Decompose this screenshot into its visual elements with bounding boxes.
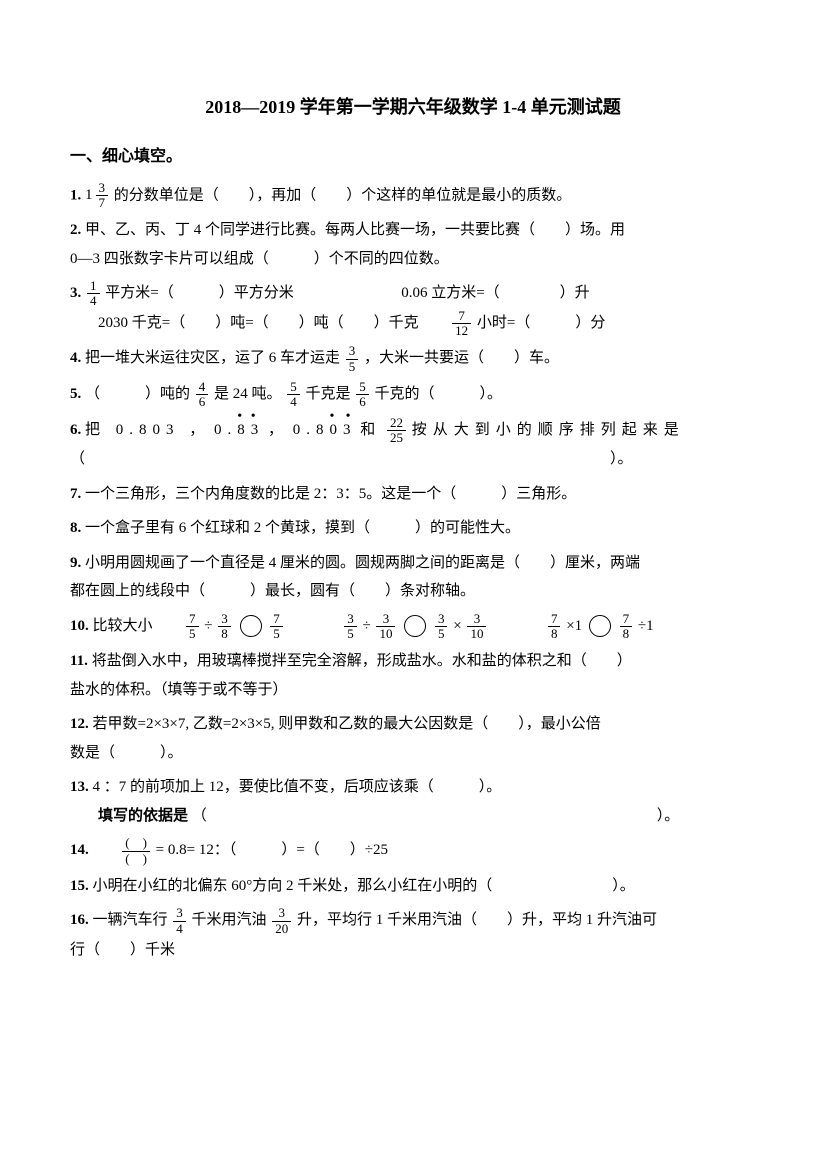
q16-frac-1: 34: [173, 906, 186, 936]
q3-frac-2: 712: [452, 309, 471, 339]
q10-e2-a: 35: [344, 612, 357, 642]
q6-p1: 把 0.803 ，: [85, 422, 210, 438]
q13-num: 13.: [70, 779, 89, 795]
question-14: 14. ( )( ) = 0.8= 12：（ ）=（ ）÷25: [70, 836, 756, 866]
q13-line2-label: 填写的依据是: [70, 808, 188, 824]
q5-frac-3: 56: [356, 380, 369, 410]
q7-text: 一个三角形，三个内角度数的比是 2：3：5。这是一个（ ）三角形。: [85, 486, 576, 502]
question-10: 10. 比较大小 75 ÷ 38 75 35 ÷ 310 35 × 310 78…: [70, 612, 756, 642]
q3-frac-1: 14: [87, 279, 100, 309]
question-6: 6. 把 0.803 ， 0.83 ， 0.803 和 2225 按从大到小的顺…: [70, 416, 756, 474]
q16-p3: 升，平均行 1 千米用汽油（ ）升，平均 1 升汽油可: [297, 913, 657, 929]
q4-num: 4.: [70, 351, 81, 367]
q16-p1: 一辆汽车行: [93, 913, 168, 929]
q10-e3-c: 78: [620, 612, 633, 642]
q10-e2-b: 310: [376, 612, 395, 642]
q1-num: 1.: [70, 187, 81, 203]
q16-num: 16.: [70, 913, 89, 929]
q11-line2: 盐水的体积。（填等于或不等于）: [70, 682, 288, 698]
question-16: 16. 一辆汽车行 34 千米用汽油 320 升，平均行 1 千米用汽油（ ）升…: [70, 906, 756, 964]
question-3: 3. 14 平方米=（ ）平方分米 0.06 立方米=（ ）升 2030 千克=…: [70, 279, 756, 338]
q16-frac-2: 320: [272, 906, 291, 936]
q16-line2: 行（ ）千米: [70, 942, 175, 958]
page-title: 2018—2019 学年第一学期六年级数学 1-4 单元测试题: [70, 90, 756, 124]
q9-line2: 都在圆上的线段中（ ）最长，圆有（ ）条对称轴。: [70, 583, 475, 599]
q7-num: 7.: [70, 486, 81, 502]
q13-line1: 4 ：7 的前项加上 12，要使比值不变，后项应该乘（ ）。: [93, 779, 502, 795]
q6-r1c: 3: [251, 416, 265, 445]
question-4: 4. 把一堆大米运往灾区，运了 6 车才运走 35 ，大米一共要运（ ）车。: [70, 344, 756, 374]
question-13: 13. 4 ：7 的前项加上 12，要使比值不变，后项应该乘（ ）。 填写的依据…: [70, 773, 756, 830]
q14-num: 14.: [70, 842, 89, 858]
section-1-heading: 一、细心填空。: [70, 142, 756, 172]
q10-e2-d: 310: [467, 612, 486, 642]
q12-line2: 数是（ ）。: [70, 745, 183, 761]
question-11: 11. 将盐倒入水中，用玻璃棒搅拌至完全溶解，形成盐水。水和盐的体积之和（ ） …: [70, 647, 756, 704]
q10-e3-a: 78: [548, 612, 561, 642]
q5-frac-1: 46: [196, 380, 209, 410]
q6-r2a: 0.8: [293, 422, 330, 438]
q5-p1: （ ）吨的: [85, 386, 190, 402]
q4-pre: 把一堆大米运往灾区，运了 6 车才运走: [85, 351, 340, 367]
q8-text: 一个盒子里有 6 个红球和 2 个黄球，摸到（ ）的可能性大。: [85, 520, 520, 536]
q3-line2a: 2030 千克=（ ）吨=（ ）吨（ ）千克: [70, 315, 419, 331]
q5-frac-2: 54: [287, 380, 300, 410]
q1-mixed-fraction: 1 37: [85, 181, 110, 211]
q11-line1: 将盐倒入水中，用玻璃棒搅拌至完全溶解，形成盐水。水和盐的体积之和（ ）: [92, 653, 632, 669]
q1-text: 的分数单位是（ ），再加（ ）个这样的单位就是最小的质数。: [114, 187, 572, 203]
q6-r2c: 03: [330, 416, 357, 445]
q4-post: ，大米一共要运（ ）车。: [364, 351, 559, 367]
q6-r1a: 0.: [214, 422, 237, 438]
q2-line2: 0—3 四张数字卡片可以组成（ ）个不同的四位数。: [70, 251, 449, 267]
compare-circle-icon: [240, 615, 262, 637]
q3-line2b: 小时=（ ）分: [477, 315, 605, 331]
q15-text: 小明在小红的北偏东 60°方向 2 千米处，那么小红在小明的（ ）。: [93, 878, 635, 894]
q3-p2: 0.06 立方米=（ ）升: [401, 285, 589, 301]
q6-p3: 和: [360, 422, 381, 438]
q6-p2: ，: [268, 422, 289, 438]
q2-num: 2.: [70, 222, 81, 238]
q4-frac: 35: [346, 344, 359, 374]
q12-line1: 若甲数=2×3×7, 乙数=2×3×5, 则甲数和乙数的最大公因数是（ ），最小…: [93, 716, 601, 732]
question-5: 5. （ ）吨的 46 是 24 吨。 54 千克是 56 千克的（ ）。: [70, 380, 756, 410]
compare-circle-icon: [589, 615, 611, 637]
q10-e1-b: 38: [218, 612, 231, 642]
q10-label: 比较大小: [93, 618, 153, 634]
q3-p1: 平方米=（ ）平方分米: [105, 285, 293, 301]
q6-num: 6.: [70, 422, 81, 438]
q3-num: 3.: [70, 285, 81, 301]
q5-p4: 千克的（ ）。: [375, 386, 503, 402]
q14-frac: ( )( ): [122, 836, 150, 866]
q6-r1b: 8: [237, 416, 251, 445]
q10-e1-a: 75: [186, 612, 199, 642]
q10-e1-c: 75: [270, 612, 283, 642]
q10-e2-c: 35: [435, 612, 448, 642]
question-15: 15. 小明在小红的北偏东 60°方向 2 千米处，那么小红在小明的（ ）。: [70, 872, 756, 901]
q10-num: 10.: [70, 618, 89, 634]
q9-num: 9.: [70, 555, 81, 571]
q5-p2: 是 24 吨。: [214, 386, 282, 402]
q2-line1: 甲、乙、丙、丁 4 个同学进行比赛。每两人比赛一场，一共要比赛（ ）场。用: [85, 222, 625, 238]
question-9: 9. 小明用圆规画了一个直径是 4 厘米的圆。圆规两脚之间的距离是（ ）厘米，两…: [70, 549, 756, 606]
question-8: 8. 一个盒子里有 6 个红球和 2 个黄球，摸到（ ）的可能性大。: [70, 514, 756, 543]
question-1: 1. 1 37 的分数单位是（ ），再加（ ）个这样的单位就是最小的质数。: [70, 181, 756, 211]
question-12: 12. 若甲数=2×3×7, 乙数=2×3×5, 则甲数和乙数的最大公因数是（ …: [70, 710, 756, 767]
question-7: 7. 一个三角形，三个内角度数的比是 2：3：5。这是一个（ ）三角形。: [70, 480, 756, 509]
q15-num: 15.: [70, 878, 89, 894]
q5-num: 5.: [70, 386, 81, 402]
question-2: 2. 甲、乙、丙、丁 4 个同学进行比赛。每两人比赛一场，一共要比赛（ ）场。用…: [70, 216, 756, 273]
q5-p3: 千克是: [306, 386, 351, 402]
compare-circle-icon: [404, 615, 426, 637]
q8-num: 8.: [70, 520, 81, 536]
q12-num: 12.: [70, 716, 89, 732]
q16-p2: 千米用汽油: [192, 913, 267, 929]
q6-line2: （ ）。: [70, 451, 633, 467]
q14-text: = 0.8= 12：（ ）=（ ）÷25: [156, 842, 388, 858]
q6-p4: 按从大到小的顺序排列起来是: [412, 422, 685, 438]
q13-line2-blank: （ ）。: [192, 808, 680, 824]
q9-line1: 小明用圆规画了一个直径是 4 厘米的圆。圆规两脚之间的距离是（ ）厘米，两端: [85, 555, 640, 571]
q11-num: 11.: [70, 653, 88, 669]
q6-frac: 2225: [387, 416, 406, 446]
